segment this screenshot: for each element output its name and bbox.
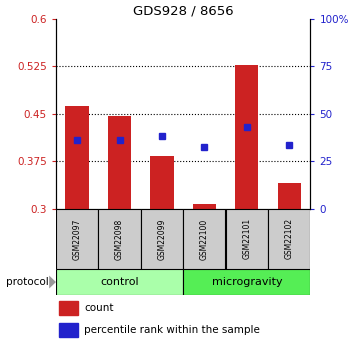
Bar — [58, 301, 78, 315]
Text: control: control — [100, 277, 139, 287]
Bar — [99, 209, 141, 269]
Bar — [226, 209, 268, 269]
Bar — [56, 209, 98, 269]
Bar — [108, 116, 131, 209]
Text: GSM22097: GSM22097 — [73, 218, 82, 259]
Text: GSM22098: GSM22098 — [115, 218, 124, 259]
Text: GSM22100: GSM22100 — [200, 218, 209, 259]
Bar — [141, 209, 183, 269]
Text: GSM22101: GSM22101 — [242, 218, 251, 259]
Text: GSM22099: GSM22099 — [157, 218, 166, 259]
Bar — [56, 269, 183, 295]
Text: GSM22102: GSM22102 — [285, 218, 294, 259]
Bar — [183, 209, 226, 269]
Text: percentile rank within the sample: percentile rank within the sample — [84, 325, 260, 335]
Bar — [65, 106, 89, 209]
Title: GDS928 / 8656: GDS928 / 8656 — [133, 5, 234, 18]
Polygon shape — [49, 276, 56, 288]
Bar — [193, 204, 216, 209]
Text: microgravity: microgravity — [212, 277, 282, 287]
Bar — [278, 184, 301, 209]
Bar — [58, 324, 78, 337]
Bar — [235, 65, 258, 209]
Text: count: count — [84, 303, 113, 313]
Bar — [183, 269, 310, 295]
Bar — [268, 209, 310, 269]
Bar — [150, 156, 174, 209]
Text: protocol: protocol — [6, 277, 52, 287]
